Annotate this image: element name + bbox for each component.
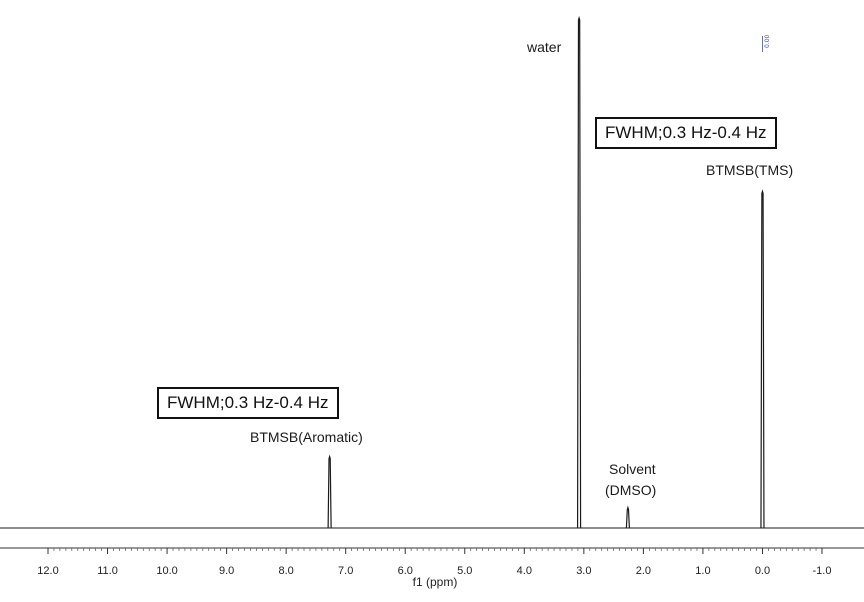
x-tick-label: 0.0 [755,565,770,577]
spectrum-peak-3 [760,189,765,529]
x-tick-label: 7.0 [338,565,353,577]
x-tick-label: 5.0 [457,565,472,577]
x-axis: 12.0 11.0 10.0 9.0 8.0 7.0 6.0 5.0 4.0 3.0 2.0 1.0 0… [0,547,864,589]
solvent-peak-label-line1: Solvent [609,461,656,477]
solvent-peak-label-line2: (DMSO) [605,482,657,498]
x-tick-label: 1.0 [695,565,710,577]
spectrum-layer [0,15,864,529]
x-tick-label: 2.0 [636,565,651,577]
x-tick-label: 4.0 [517,565,532,577]
x-axis-title: f1 (ppm) [413,575,458,589]
fwhm-annotation-right: FWHM;0.3 Hz-0.4 Hz [595,117,777,149]
fwhm-annotation-left: FWHM;0.3 Hz-0.4 Hz [157,387,339,419]
x-tick-label: 3.0 [576,565,591,577]
x-tick-label: 10.0 [156,565,177,577]
x-tick-label: 6.0 [398,565,413,577]
water-peak-label: water [527,39,562,55]
spectrum-peak-1 [576,15,582,529]
x-tick-label: 11.0 [97,565,118,577]
x-tick-label: 8.0 [279,565,294,577]
tms-peak-label: BTMSB(TMS) [706,162,794,178]
aromatic-peak-label: BTMSB(Aromatic) [250,429,363,445]
spectrum-peak-0 [327,454,332,529]
x-tick-label: 9.0 [219,565,234,577]
x-tick-label: -1.0 [813,565,832,577]
integration-marker: 0.00 [764,34,771,48]
x-tick-label: 12.0 [37,565,58,577]
spectrum-peak-2 [625,505,631,529]
